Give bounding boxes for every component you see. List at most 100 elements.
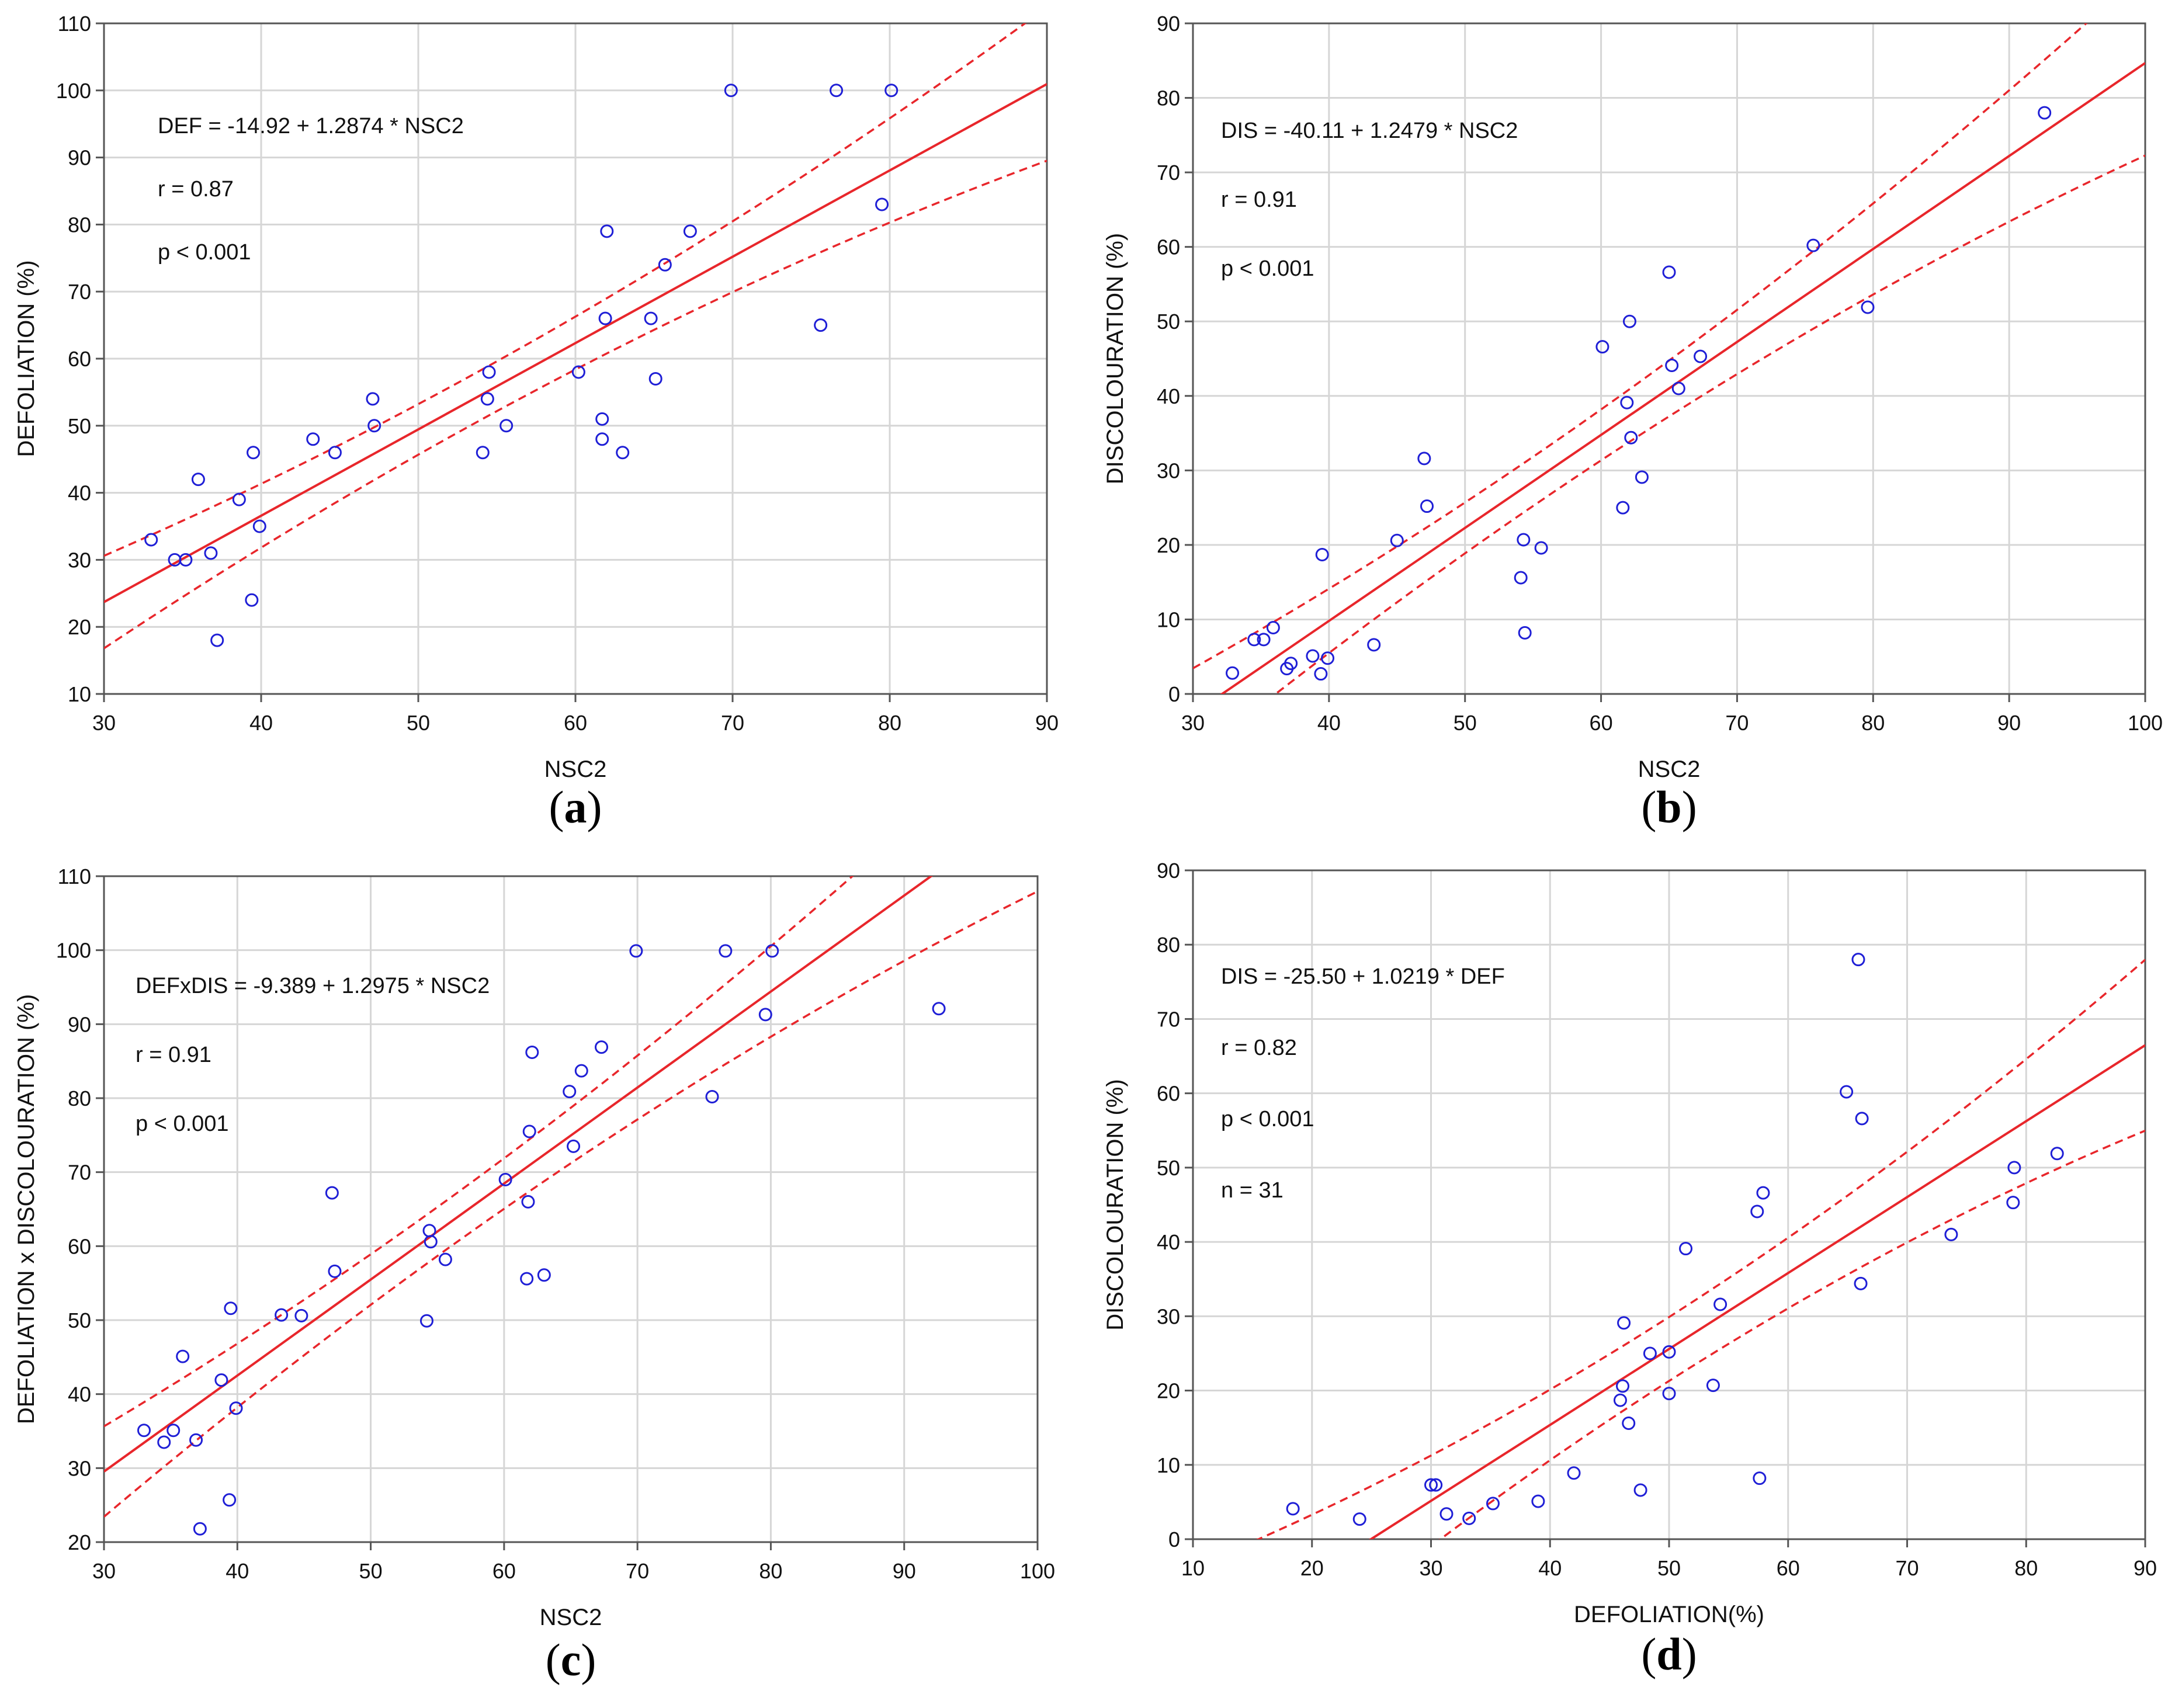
data-point	[1753, 1471, 1767, 1485]
y-tick-label: 30	[68, 548, 91, 572]
data-point	[482, 365, 496, 379]
chart-b-fit-group	[1193, 23, 2145, 694]
data-point	[521, 1195, 535, 1209]
data-point	[1429, 1478, 1443, 1492]
y-tick-label: 70	[1157, 161, 1180, 185]
data-point	[1706, 1379, 1720, 1393]
data-point	[166, 1424, 181, 1438]
data-point	[875, 197, 889, 211]
data-point	[598, 311, 612, 325]
data-point	[884, 84, 899, 98]
y-tick-label: 110	[58, 12, 91, 36]
y-tick-label: 40	[68, 481, 91, 505]
data-point	[616, 446, 630, 460]
chart-c-regression-line	[104, 876, 934, 1473]
data-point	[683, 224, 697, 238]
y-tick-label: 20	[68, 615, 91, 639]
data-point	[422, 1224, 436, 1238]
data-point	[157, 1435, 171, 1449]
data-point	[830, 84, 844, 98]
data-point	[137, 1424, 151, 1438]
data-point	[306, 432, 320, 446]
data-point	[499, 419, 514, 433]
x-tick-label: 60	[492, 1559, 516, 1583]
data-point	[1531, 1494, 1545, 1508]
data-point	[223, 1493, 237, 1507]
x-tick-label: 90	[2134, 1556, 2157, 1580]
data-point	[245, 593, 259, 607]
data-point	[1266, 620, 1280, 634]
data-point	[1679, 1242, 1693, 1256]
y-tick-label: 10	[1157, 607, 1180, 631]
y-tick-label: 40	[1157, 1230, 1180, 1254]
x-tick-label: 10	[1181, 1556, 1205, 1580]
data-point	[1321, 651, 1335, 665]
y-tick-label: 80	[68, 1086, 91, 1110]
data-point	[705, 1089, 719, 1103]
y-tick-label: 20	[68, 1530, 91, 1554]
x-tick-label: 80	[1861, 711, 1885, 735]
chart-d-annotation: p < 0.001	[1221, 1107, 1314, 1131]
data-point	[480, 392, 494, 406]
y-tick-label: 60	[68, 347, 91, 371]
x-tick-label: 30	[1419, 1556, 1442, 1580]
data-point	[525, 1045, 539, 1059]
data-point	[1750, 1204, 1764, 1218]
data-point	[294, 1308, 308, 1322]
y-tick-label: 10	[1157, 1453, 1180, 1477]
data-point	[1635, 470, 1649, 484]
x-tick-label: 90	[893, 1559, 916, 1583]
chart-a-annotation: p < 0.001	[158, 240, 251, 265]
data-point	[1247, 633, 1261, 647]
x-tick-label: 40	[1538, 1556, 1562, 1580]
y-tick-label: 100	[56, 939, 91, 963]
y-tick-label: 0	[1168, 682, 1180, 706]
data-point	[232, 492, 246, 506]
chart-a-confidence-band-upper	[104, 23, 1027, 557]
data-point	[600, 224, 614, 238]
chart-b-panel-label: (b)	[1641, 782, 1697, 832]
data-point	[275, 1308, 289, 1322]
chart-c-confidence-band-upper	[104, 876, 854, 1428]
chart-d-annotation: n = 31	[1221, 1178, 1284, 1203]
y-tick-label: 50	[1157, 1156, 1180, 1180]
data-point	[2007, 1161, 2021, 1175]
y-tick-label: 110	[58, 865, 91, 888]
chart-d: 10 20 30 40 50 60 70 80 900102030405060708090DEF…	[1102, 859, 2157, 1679]
data-point	[210, 633, 224, 647]
data-point	[719, 944, 733, 958]
chart-d-annotation: r = 0.82	[1221, 1036, 1297, 1060]
data-point	[1367, 638, 1381, 652]
chart-d-fit-group	[1255, 959, 2145, 1539]
data-point	[520, 1272, 534, 1286]
chart-c-fit-group	[104, 876, 1038, 1518]
data-point	[424, 1235, 438, 1249]
y-tick-label: 80	[1157, 933, 1180, 957]
y-tick-label: 80	[68, 213, 91, 237]
data-point	[224, 1301, 238, 1315]
data-point	[1352, 1512, 1366, 1526]
data-point	[1424, 1478, 1438, 1492]
chart-a-annotation: r = 0.87	[158, 177, 234, 202]
y-tick-label: 30	[68, 1456, 91, 1480]
x-tick-label: 60	[1590, 711, 1613, 735]
data-point	[1854, 1276, 1868, 1290]
data-point	[1662, 265, 1676, 279]
data-point	[1314, 667, 1328, 681]
data-point	[214, 1373, 228, 1387]
data-point	[1486, 1497, 1500, 1511]
y-tick-label: 40	[1157, 384, 1180, 408]
x-tick-label: 30	[92, 1559, 116, 1583]
y-tick-label: 100	[56, 79, 91, 103]
data-point	[1616, 1379, 1630, 1393]
x-tick-label: 40	[1317, 711, 1341, 735]
data-point	[1257, 633, 1271, 647]
y-tick-label: 20	[1157, 1379, 1180, 1403]
chart-a-panel-label: (a)	[549, 782, 602, 832]
data-point	[498, 1172, 512, 1186]
chart-c-annotation: p < 0.001	[136, 1112, 229, 1136]
y-tick-label: 30	[1157, 1304, 1180, 1328]
data-point	[1517, 533, 1531, 547]
data-point	[1462, 1511, 1476, 1525]
x-tick-label: 100	[1020, 1559, 1055, 1583]
